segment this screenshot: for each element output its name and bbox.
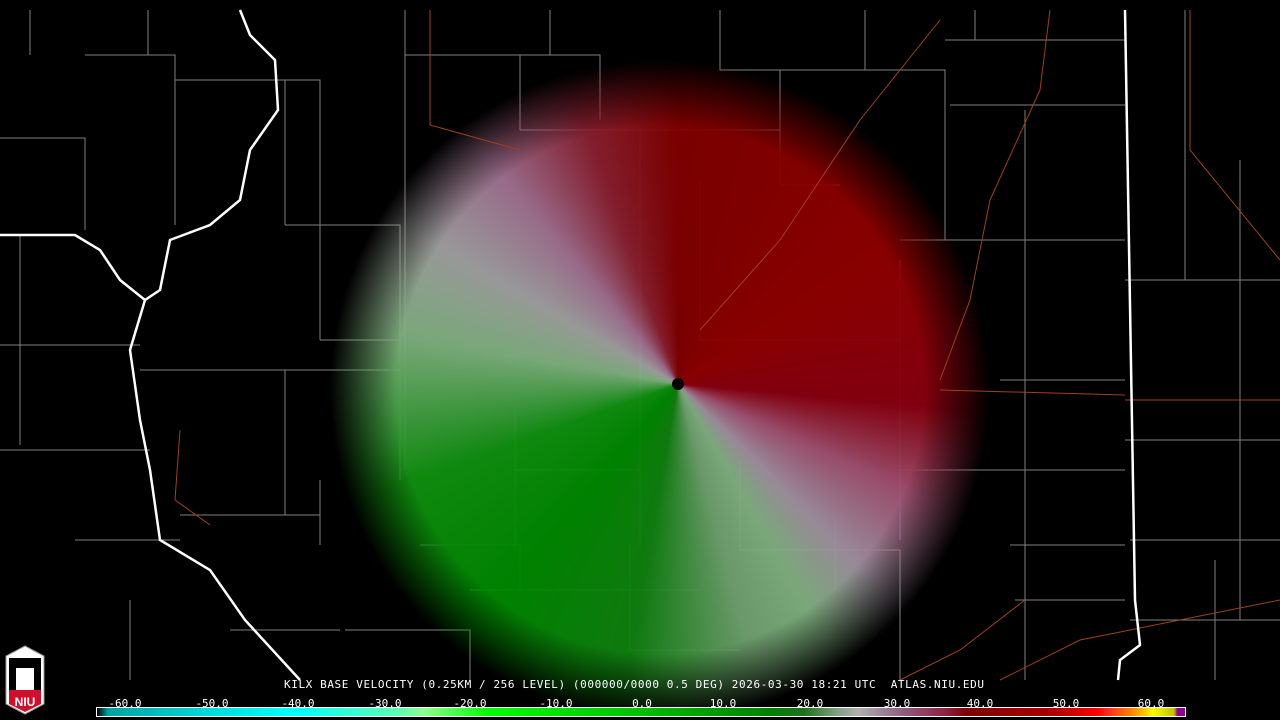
legend-tick: -10.0	[539, 697, 573, 710]
radar-site-marker	[672, 378, 684, 390]
state-borders	[0, 9, 1142, 681]
legend-tick: -40.0	[281, 697, 315, 710]
legend-tick: -30.0	[368, 697, 402, 710]
legend-tick: 30.0	[883, 697, 911, 710]
legend-tick: 10.0	[709, 697, 737, 710]
legend-tick: 50.0	[1052, 697, 1080, 710]
legend-tick: 60.0	[1137, 697, 1165, 710]
legend-tick: 0.0	[632, 697, 652, 710]
product-title: KILX BASE VELOCITY (0.25KM / 256 LEVEL) …	[284, 678, 985, 691]
road-lines	[174, 9, 1280, 681]
velocity-color-bar	[96, 707, 1186, 717]
legend-tick: 20.0	[796, 697, 824, 710]
radar-echoes	[330, 60, 990, 720]
legend-tick: -50.0	[195, 697, 229, 710]
svg-text:NIU: NIU	[15, 695, 36, 709]
legend-tick: -20.0	[453, 697, 487, 710]
legend-tick: 40.0	[966, 697, 994, 710]
legend-tick: -60.0	[108, 697, 142, 710]
